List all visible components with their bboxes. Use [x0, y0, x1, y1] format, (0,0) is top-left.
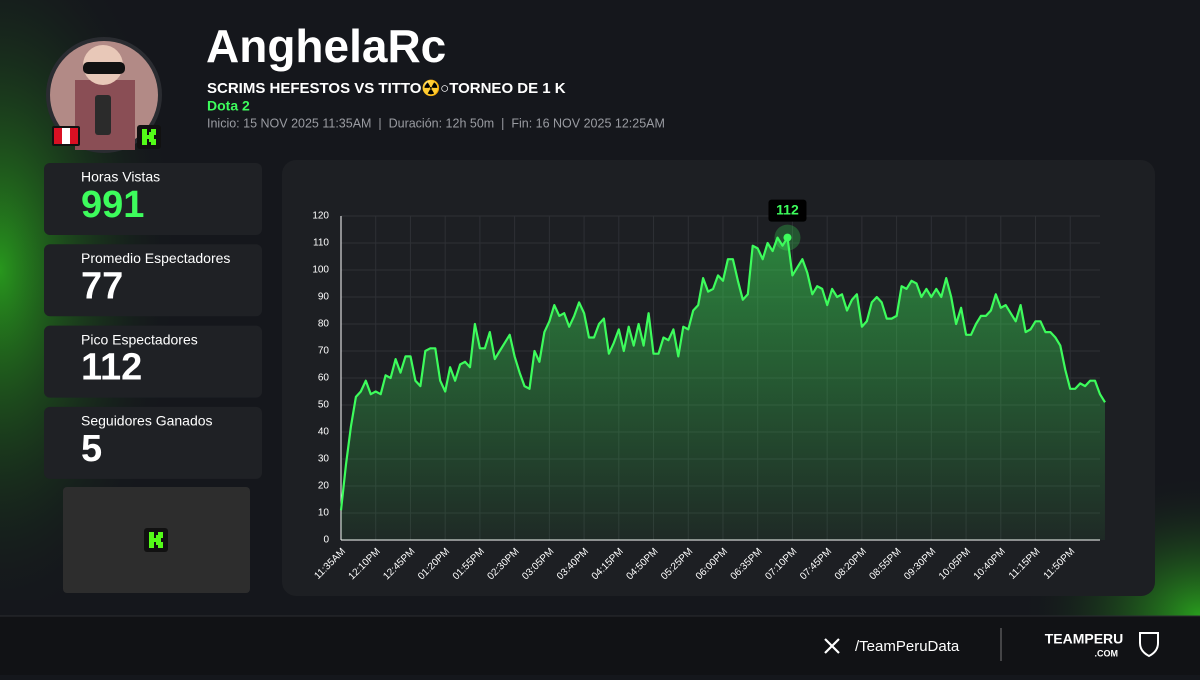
y-tick-label: 100 [312, 265, 329, 276]
stat-value: 991 [81, 184, 144, 226]
stat-label: Horas Vistas [81, 169, 160, 185]
brand-shield [1139, 632, 1159, 658]
line [339, 236, 1106, 511]
social-handle: /TeamPeruData [855, 638, 960, 655]
kick-icon [137, 125, 161, 149]
stat-card [44, 163, 262, 235]
y-tick-label: 90 [318, 292, 330, 303]
y-tick-label: 0 [323, 535, 329, 546]
avatar [46, 37, 162, 153]
y-tick-label: 120 [312, 211, 329, 222]
game: Dota 2 [207, 98, 250, 114]
y-tick-label: 110 [313, 238, 329, 249]
footer-bar [0, 616, 1200, 675]
stat-label: Promedio Espectadores [81, 250, 230, 266]
y-tick-label: 50 [318, 400, 330, 411]
stat-label: Pico Espectadores [81, 331, 198, 347]
y-tick-label: 70 [318, 346, 330, 357]
stat-card [44, 325, 262, 398]
y-tick-label: 40 [318, 427, 330, 438]
stat-value: 112 [81, 347, 142, 389]
stat-value: 5 [81, 428, 102, 470]
streamer-name: AnghelaRc [206, 20, 446, 72]
stream-title: SCRIMS HEFESTOS VS TITTO☢️○TORNEO DE 1 K [207, 79, 566, 97]
stat-label: Seguidores Ganados [81, 413, 213, 429]
stream-info: Inicio: 15 NOV 2025 11:35AM | Duración: … [207, 116, 665, 130]
flag-peru [52, 126, 80, 146]
area [341, 237, 1105, 540]
y-tick-label: 80 [318, 319, 330, 330]
stat-card [44, 244, 262, 317]
brand: TEAMPERU [1045, 631, 1124, 647]
logo-box [63, 487, 250, 593]
brand-sub: .COM [1095, 648, 1119, 658]
y-tick-label: 20 [318, 481, 330, 492]
stat-card [44, 406, 262, 479]
y-tick-label: 10 [318, 508, 330, 519]
x-logo [824, 638, 840, 654]
stat-value: 77 [81, 265, 123, 307]
y-tick-label: 60 [318, 373, 330, 384]
peak-label: 112 [776, 201, 799, 217]
peak-tooltip [768, 199, 807, 222]
y-tick-label: 30 [318, 454, 330, 465]
peak-point [783, 233, 792, 242]
